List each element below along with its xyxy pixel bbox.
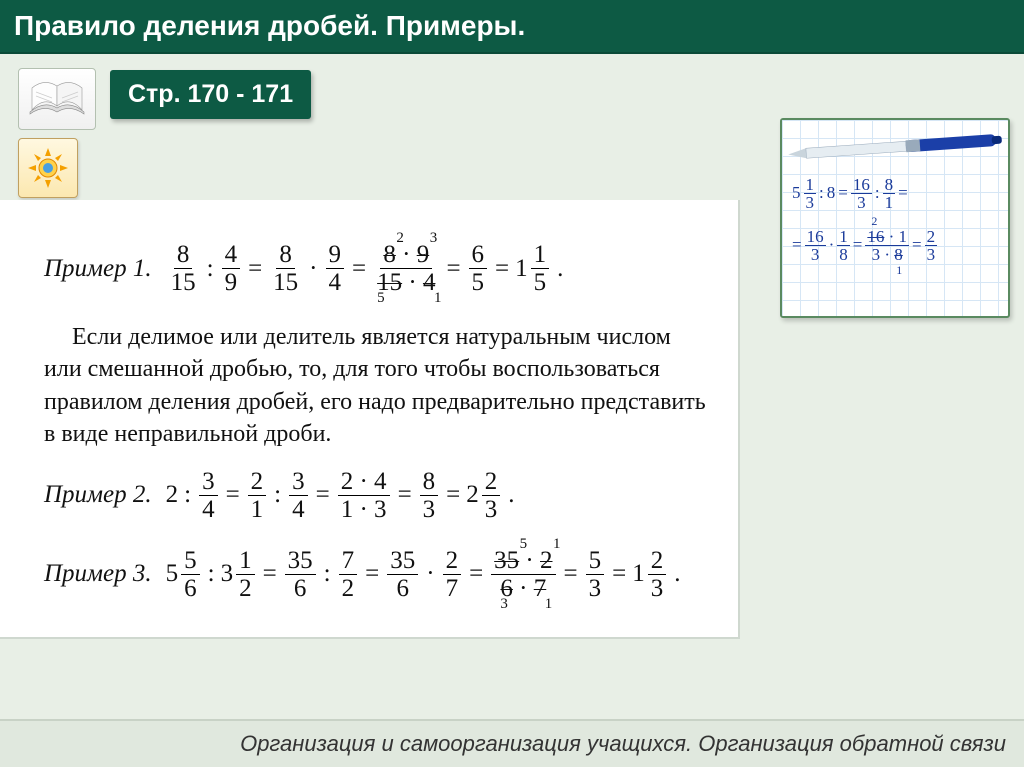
sun-gear-icon xyxy=(18,138,78,198)
handwritten-line-2: = 163 · 18 = 216 · 1 3 · 81 = 23 xyxy=(792,227,998,263)
example-2-label: Пример 2. xyxy=(44,478,152,512)
example-3: Пример 3. 556 : 312 = 356 : 72 = 356 · 2… xyxy=(44,548,708,601)
rule-paragraph: Если делимое или делитель является натур… xyxy=(44,321,708,451)
handwritten-work: 5 13 : 8 = 163 : 81 = = 163 · 18 = 216 ·… xyxy=(792,176,998,279)
content-area: Стр. 170 - 171 xyxy=(0,54,1024,198)
open-book-icon xyxy=(18,68,96,130)
slide-title: Правило деления дробей. Примеры. xyxy=(0,0,1024,54)
handwritten-line-1: 5 13 : 8 = 163 : 81 = xyxy=(792,176,998,211)
handwritten-notebook-panel: 5 13 : 8 = 163 : 81 = = 163 · 18 = 216 ·… xyxy=(780,118,1010,318)
example-3-label: Пример 3. xyxy=(44,557,152,591)
page-reference-badge: Стр. 170 - 171 xyxy=(110,70,311,119)
example-2: Пример 2. 2 : 34 = 21 : 34 = 2 · 41 · 3 … xyxy=(44,469,708,522)
footer-caption: Организация и самоорганизация учащихся. … xyxy=(0,719,1024,767)
textbook-excerpt: Пример 1. 815 : 49 = 815 · 94 = 82 · 93 … xyxy=(0,200,740,639)
example-1: Пример 1. 815 : 49 = 815 · 94 = 82 · 93 … xyxy=(44,242,708,295)
example-1-label: Пример 1. xyxy=(44,252,152,286)
